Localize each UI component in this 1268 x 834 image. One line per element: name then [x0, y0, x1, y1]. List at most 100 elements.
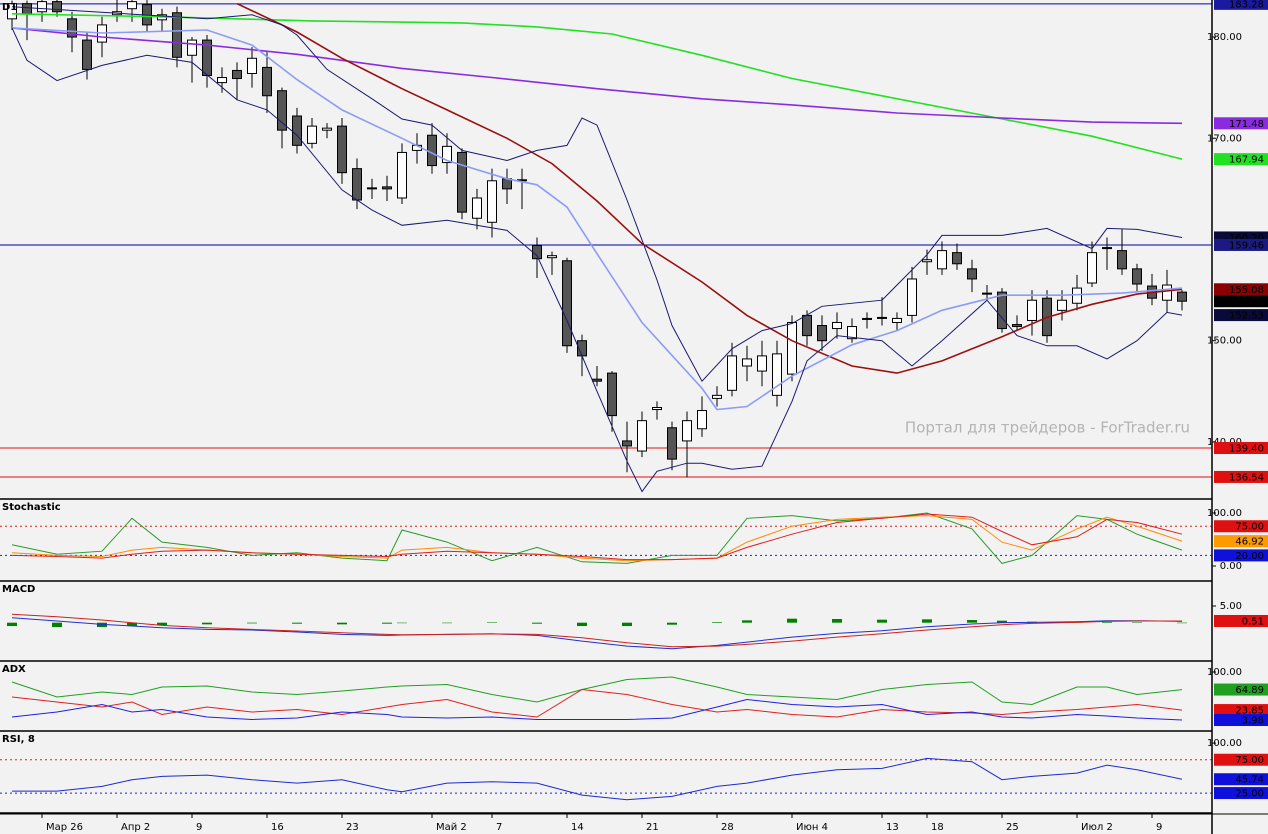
price-marker-label: 75.00 — [1235, 755, 1264, 766]
candle-body — [67, 18, 77, 38]
histogram-bar — [487, 622, 497, 623]
series-line — [11, 27, 1183, 125]
price-marker-label: 155.08 — [1229, 285, 1264, 296]
candle-body — [1132, 268, 1142, 285]
candle-body — [1057, 299, 1067, 311]
candle-body — [1087, 252, 1097, 284]
candle-body — [457, 151, 467, 213]
x-tick-label: 7 — [496, 822, 502, 833]
x-tick-label: 28 — [721, 822, 734, 833]
panel — [0, 0, 1212, 493]
price-marker-label: 46.92 — [1235, 537, 1264, 548]
candle-body — [277, 90, 287, 131]
candle-body — [937, 250, 947, 270]
candle-body — [997, 291, 1007, 330]
candle-body — [1012, 324, 1022, 328]
histogram-bar — [787, 618, 797, 623]
candle-body — [607, 372, 617, 417]
histogram-bar — [577, 622, 587, 627]
candle-body — [1117, 250, 1127, 270]
price-marker — [1214, 0, 1268, 10]
candle-body — [247, 57, 257, 74]
price-marker — [1214, 773, 1268, 786]
price-marker — [1214, 470, 1268, 483]
price-marker — [1214, 753, 1268, 766]
price-marker-label: 159.46 — [1229, 240, 1264, 251]
price-marker — [1214, 309, 1268, 322]
price-marker-label: 160.20 — [1229, 233, 1264, 244]
price-marker — [1214, 295, 1268, 308]
histogram-bar — [712, 622, 722, 623]
price-marker-label: 64.89 — [1235, 685, 1264, 696]
series-line — [11, 13, 1183, 160]
price-marker — [1214, 614, 1268, 627]
series-line — [11, 617, 1183, 650]
candle-body — [967, 268, 977, 280]
price-marker-label: 167.94 — [1229, 155, 1264, 166]
candle-body — [832, 321, 842, 330]
candle-body — [742, 358, 752, 367]
candle-body — [382, 186, 392, 190]
histogram-bar — [877, 619, 887, 623]
candle-body — [982, 292, 992, 295]
y-tick-label: 170.00 — [1207, 133, 1242, 144]
histogram-bar — [922, 619, 932, 623]
x-tick-label: 18 — [931, 822, 944, 833]
price-marker — [1214, 283, 1268, 296]
candle-body — [892, 317, 902, 323]
series-line — [11, 513, 1183, 561]
price-marker-label: 152.53 — [1229, 311, 1264, 322]
x-tick-label: 14 — [571, 822, 584, 833]
price-marker-label: 45.74 — [1235, 775, 1264, 786]
histogram-bar — [967, 620, 977, 623]
price-marker — [1214, 238, 1268, 251]
price-marker-label: 23.85 — [1235, 706, 1264, 717]
histogram-bar — [292, 622, 302, 624]
candle-body — [1177, 291, 1187, 302]
y-tick-label: 100.00 — [1207, 738, 1242, 749]
histogram-bar — [382, 622, 392, 624]
candle-body — [922, 259, 932, 263]
histogram-bar — [1132, 622, 1142, 623]
price-marker — [1214, 520, 1268, 533]
candle-body — [562, 260, 572, 347]
candle-body — [772, 353, 782, 396]
candle-body — [337, 125, 347, 174]
candle-body — [862, 317, 872, 320]
x-tick-label: 16 — [271, 822, 284, 833]
series-line — [12, 757, 1183, 801]
panel — [0, 757, 1212, 801]
candle-body — [877, 316, 887, 319]
candle-body — [1102, 247, 1112, 250]
candle-body — [487, 180, 497, 223]
candle-body — [172, 12, 182, 58]
series-line — [236, 2, 1183, 374]
panel — [11, 676, 1183, 721]
candle-body — [802, 314, 812, 337]
x-tick-label: 25 — [1006, 822, 1019, 833]
histogram-bar — [7, 622, 17, 627]
series-line — [11, 676, 1183, 706]
x-tick-label: 13 — [886, 822, 899, 833]
histogram-bar — [532, 622, 542, 624]
candle-body — [502, 178, 512, 190]
y-tick-label: 150.00 — [1207, 336, 1242, 347]
y-tick-label: 100.00 — [1207, 508, 1242, 519]
panel-title: ADX — [2, 664, 26, 675]
series-line — [11, 27, 1183, 411]
candle-body — [757, 355, 767, 372]
candle-body — [352, 168, 362, 201]
candle-body — [232, 69, 242, 80]
x-tick-label: Май 2 — [436, 822, 467, 833]
panel — [0, 512, 1212, 564]
histogram-bar — [622, 622, 632, 627]
candle-body — [682, 420, 692, 442]
x-tick-label: Июл 2 — [1081, 822, 1113, 833]
candle-body — [907, 278, 917, 316]
histogram-bar — [52, 622, 62, 628]
histogram-bar — [832, 619, 842, 623]
panel-title: Stochastic — [2, 502, 61, 513]
price-marker — [1214, 535, 1268, 548]
price-marker — [1214, 683, 1268, 696]
histogram-bar — [337, 622, 347, 625]
